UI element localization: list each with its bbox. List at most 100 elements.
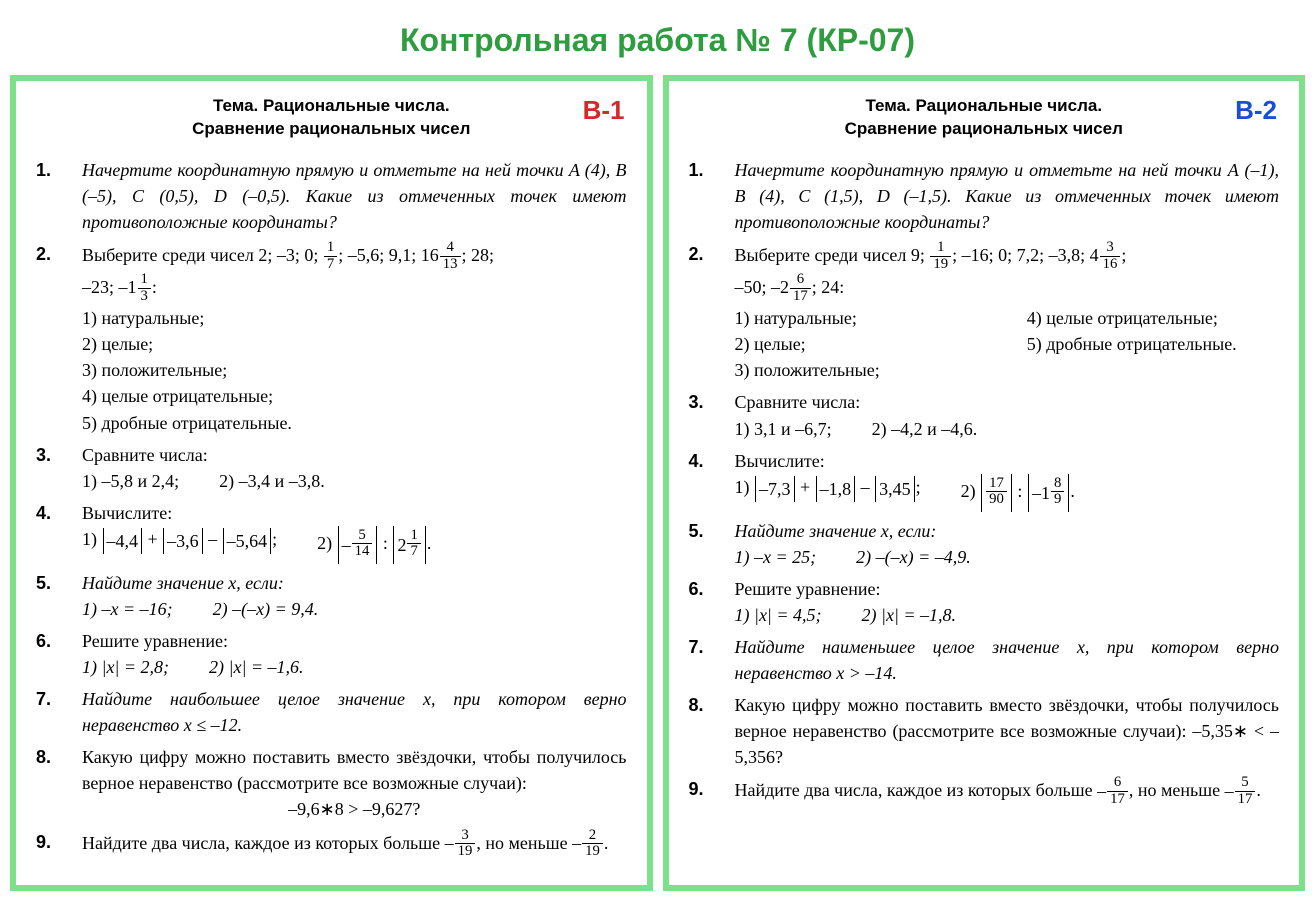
t9-c: .	[1256, 781, 1261, 801]
t4-lead: Вычислите:	[82, 503, 172, 523]
t2-opt1: 1) натуральные;	[735, 305, 987, 331]
topic-v1: Тема. Рациональные числа. Сравнение раци…	[36, 95, 627, 141]
frac-num: 1	[138, 272, 151, 289]
task-9: Найдите два числа, каждое из которых бол…	[689, 776, 1280, 808]
t8-lead: Какую цифру можно поставить вместо звёзд…	[82, 747, 627, 793]
badge-v1: В-1	[583, 95, 625, 126]
topic-label: Тема.	[213, 96, 258, 115]
t6-opt2: 2) |x| = –1,8.	[862, 602, 957, 628]
frac-num: 4	[440, 240, 461, 257]
task-2: Выберите среди чисел 9; 119; –16; 0; 7,2…	[689, 241, 1280, 383]
task-1-text: Начертите координатную прямую и отметьте…	[82, 160, 627, 232]
t7-text: Найдите наибольшее целое значение x, при…	[82, 689, 627, 735]
task-7: Найдите наименьшее целое значение x, при…	[689, 634, 1280, 686]
t6-opt1: 1) |x| = 4,5;	[735, 602, 822, 628]
t9-a: Найдите два числа, каждое из которых бол…	[82, 833, 445, 853]
topic-line-1: Рациональные числа.	[263, 96, 450, 115]
t5-lead: Найдите значение x, если:	[735, 521, 937, 541]
t5-lead: Найдите значение x, если:	[82, 573, 284, 593]
t2-lead-c: ;	[1121, 245, 1126, 265]
t7-text: Найдите наименьшее целое значение x, при…	[735, 637, 1280, 683]
t2-opt5: 5) дробные отрицательные.	[1027, 331, 1279, 357]
t2-lead-b: ; –16; 0; 7,2; –3,8; 4	[952, 245, 1099, 265]
task-1: Начертите координатную прямую и отметьте…	[689, 157, 1280, 235]
frac-num: 1	[324, 240, 337, 257]
topic-line-1: Рациональные числа.	[916, 96, 1103, 115]
t2-lead-a: Выберите среди чисел 2; –3; 0;	[82, 245, 323, 265]
frac-num: 1	[930, 240, 951, 257]
t3-opt1: 1) –5,8 и 2,4;	[82, 468, 179, 494]
t6-opt1: 1) |x| = 2,8;	[82, 654, 169, 680]
task-9: Найдите два числа, каждое из которых бол…	[36, 829, 627, 861]
topic-line-2: Сравнение рациональных чисел	[845, 119, 1123, 138]
tasks-v1: Начертите координатную прямую и отметьте…	[36, 157, 627, 861]
t3-opt2: 2) –3,4 и –3,8.	[219, 468, 325, 494]
t4-part1: 1) –7,3 + –1,8 – 3,45;	[735, 474, 921, 512]
task-1: Начертите координатную прямую и отметьте…	[36, 157, 627, 235]
t2-opt1: 1) натуральные;	[82, 305, 627, 331]
task-8: Какую цифру можно поставить вместо звёзд…	[689, 692, 1280, 770]
panels-row: В-1 Тема. Рациональные числа. Сравнение …	[0, 75, 1315, 901]
t5-opt2: 2) –(–x) = 9,4.	[213, 596, 319, 622]
page-title: Контрольная работа № 7 (КР-07)	[0, 0, 1315, 75]
task-2: Выберите среди чисел 2; –3; 0; 17; –5,6;…	[36, 241, 627, 435]
t8-text: Какую цифру можно поставить вместо звёзд…	[735, 695, 1280, 767]
t8-expr: –9,6∗8 > –9,627?	[82, 796, 627, 822]
task-5: Найдите значение x, если: 1) –x = 25; 2) …	[689, 518, 1280, 570]
frac-den: 3	[138, 289, 151, 305]
frac-den: 16	[1100, 257, 1121, 273]
topic-line-2: Сравнение рациональных чисел	[192, 119, 470, 138]
t5-opt1: 1) –x = 25;	[735, 544, 817, 570]
task-6: Решите уравнение: 1) |x| = 4,5; 2) |x| = …	[689, 576, 1280, 628]
task-6: Решите уравнение: 1) |x| = 2,8; 2) |x| = …	[36, 628, 627, 680]
frac-den: 17	[790, 289, 811, 305]
t4-part1: 1) –4,4 + –3,6 – –5,64;	[82, 526, 277, 564]
badge-v2: В-2	[1235, 95, 1277, 126]
t4-lead: Вычислите:	[735, 451, 825, 471]
t2-lead-c: ; 28;	[462, 245, 495, 265]
task-3: Сравните числа: 1) –5,8 и 2,4; 2) –3,4 и …	[36, 442, 627, 494]
t2-line2-a: –23; –1	[82, 277, 137, 297]
tasks-v2: Начертите координатную прямую и отметьте…	[689, 157, 1280, 809]
task-4: Вычислите: 1) –7,3 + –1,8 – 3,45; 2) 179…	[689, 448, 1280, 512]
frac-den: 19	[930, 257, 951, 273]
t3-opt1: 1) 3,1 и –6,7;	[735, 416, 832, 442]
t2-opt5: 5) дробные отрицательные.	[82, 410, 627, 436]
t5-opt1: 1) –x = –16;	[82, 596, 173, 622]
t2-lead-a: Выберите среди чисел 9;	[735, 245, 930, 265]
frac-den: 13	[440, 257, 461, 273]
frac-den: 7	[324, 257, 337, 273]
t2-opt3: 3) положительные;	[735, 357, 987, 383]
task-1-text: Начертите координатную прямую и отметьте…	[735, 160, 1280, 232]
panel-variant-1: В-1 Тема. Рациональные числа. Сравнение …	[10, 75, 653, 891]
t3-lead: Сравните числа:	[82, 445, 208, 465]
t6-opt2: 2) |x| = –1,6.	[209, 654, 304, 680]
t3-opt2: 2) –4,2 и –4,6.	[872, 416, 978, 442]
t9-b: , но меньше	[1129, 781, 1225, 801]
t4-part2: 2) –514 : 217.	[317, 526, 431, 564]
task-8: Какую цифру можно поставить вместо звёзд…	[36, 744, 627, 822]
t2-opt2: 2) целые;	[735, 331, 987, 357]
task-7: Найдите наибольшее целое значение x, при…	[36, 686, 627, 738]
frac-num: 6	[790, 272, 811, 289]
task-4: Вычислите: 1) –4,4 + –3,6 – –5,64; 2) –5…	[36, 500, 627, 564]
t9-b: , но меньше	[476, 833, 572, 853]
task-5: Найдите значение x, если: 1) –x = –16; 2)…	[36, 570, 627, 622]
frac-num: 3	[1100, 240, 1121, 257]
t2-line2-b: ; 24:	[812, 277, 845, 297]
t2-opt3: 3) положительные;	[82, 357, 627, 383]
t2-opt4: 4) целые отрицательные;	[1027, 305, 1279, 331]
topic-label: Тема.	[865, 96, 910, 115]
panel-variant-2: В-2 Тема. Рациональные числа. Сравнение …	[663, 75, 1306, 891]
t2-line2-b: :	[152, 277, 157, 297]
topic-v2: Тема. Рациональные числа. Сравнение раци…	[689, 95, 1280, 141]
t9-c: .	[604, 833, 609, 853]
t3-lead: Сравните числа:	[735, 392, 861, 412]
task-3: Сравните числа: 1) 3,1 и –6,7; 2) –4,2 и …	[689, 389, 1280, 441]
t6-lead: Решите уравнение:	[82, 631, 228, 651]
t2-lead-b: ; –5,6; 9,1; 16	[338, 245, 439, 265]
t6-lead: Решите уравнение:	[735, 579, 881, 599]
t2-opt2: 2) целые;	[82, 331, 627, 357]
t5-opt2: 2) –(–x) = –4,9.	[856, 544, 971, 570]
t2-line2-a: –50; –2	[735, 277, 790, 297]
